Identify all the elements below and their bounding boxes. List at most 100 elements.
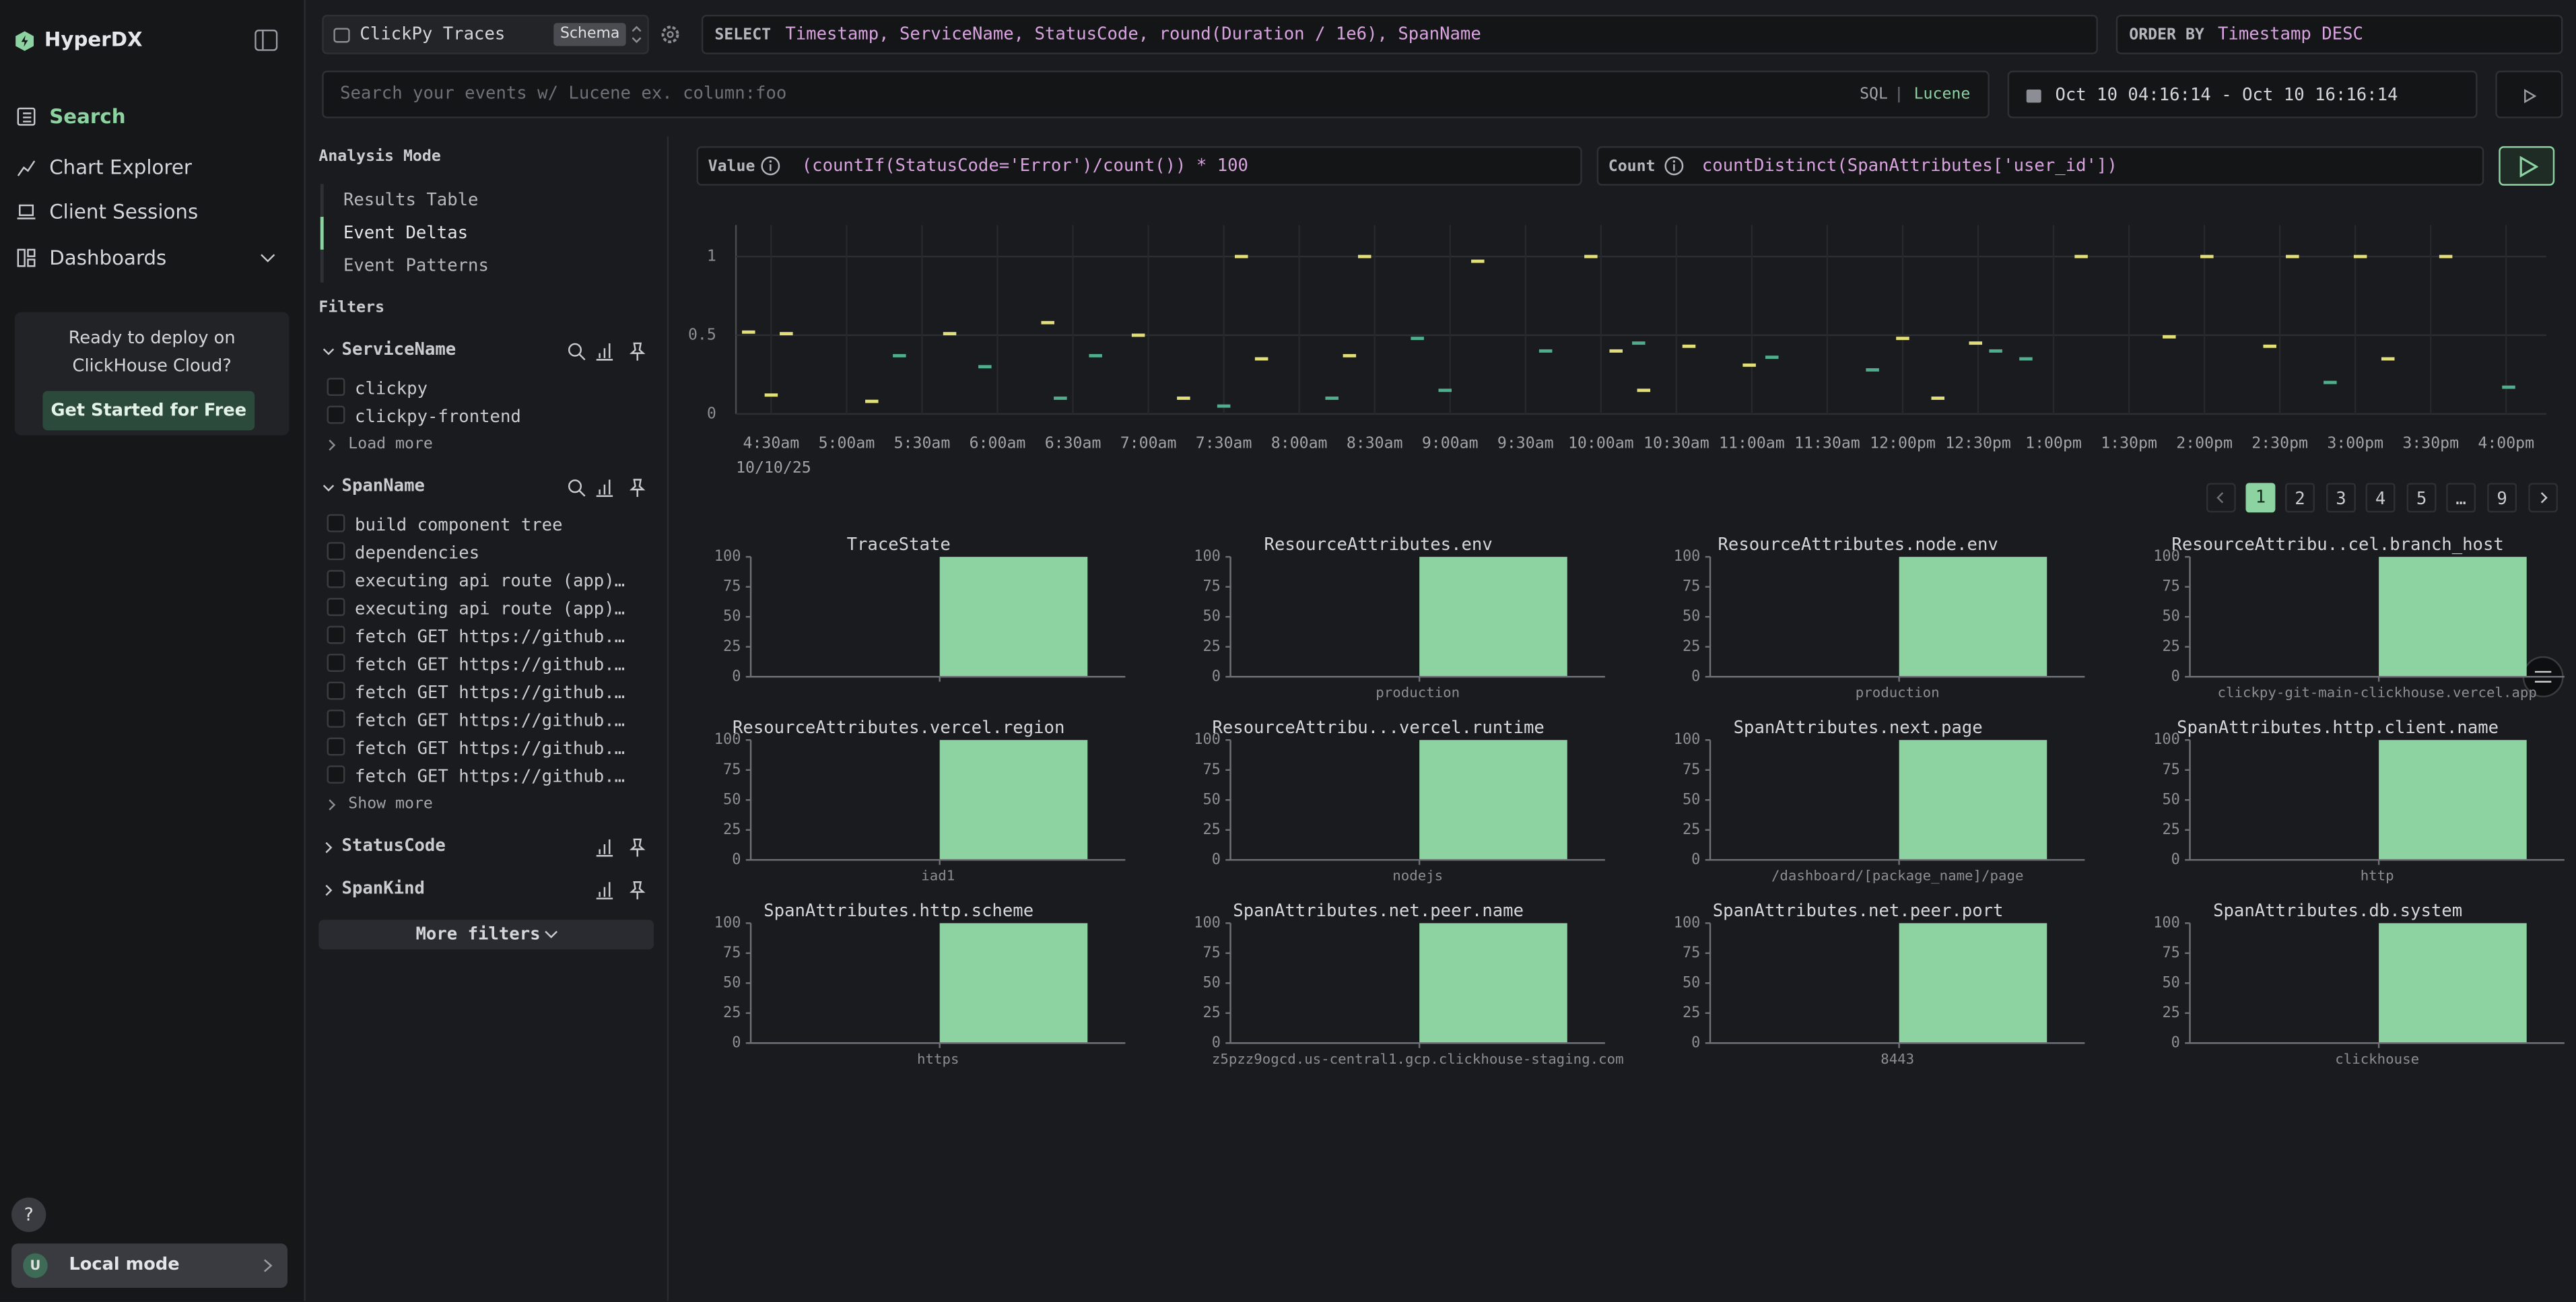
filter-value[interactable]: dependencies (355, 543, 480, 563)
value-input[interactable]: Value (countIf(StatusCode='Error')/count… (696, 146, 1582, 186)
more-filters-button[interactable]: More filters (318, 920, 654, 950)
filter-group-name[interactable]: SpanKind (341, 879, 425, 899)
filter-chart[interactable] (595, 837, 614, 857)
source-select[interactable]: ClickPy Traces Schema (322, 14, 649, 55)
filter-value[interactable]: executing api route (app)… (355, 599, 625, 619)
filter-value[interactable]: fetch GET https://github.… (355, 655, 625, 675)
analysis-mode[interactable]: Event Patterns (343, 256, 489, 276)
y-tick-label: 75 (2162, 945, 2179, 961)
run-deltas-button[interactable] (2499, 146, 2555, 186)
lucene-toggle[interactable]: Lucene (1913, 85, 1971, 104)
filter-value[interactable]: executing api route (app)… (355, 572, 625, 592)
page-button[interactable]: 4 (2365, 483, 2396, 513)
help-button[interactable]: ? (11, 1197, 46, 1232)
filter-chart[interactable] (595, 478, 614, 498)
filter-group-name[interactable]: ServiceName (341, 340, 456, 360)
order-input[interactable]: ORDER BY Timestamp DESC (2115, 14, 2563, 55)
promo-card: Ready to deploy on ClickHouse Cloud? Get… (14, 312, 290, 436)
checkbox[interactable] (327, 378, 345, 397)
checkbox[interactable] (327, 681, 345, 700)
bar (2379, 557, 2527, 677)
promo-line: ClickHouse Cloud? (72, 356, 232, 376)
chevron[interactable] (322, 884, 335, 897)
checkbox[interactable] (327, 737, 345, 756)
chevron[interactable] (322, 481, 335, 495)
filter-group-name[interactable]: SpanName (341, 476, 425, 496)
filter-pin[interactable] (628, 837, 647, 857)
schema-badge[interactable]: Schema (553, 23, 627, 46)
filter-search[interactable] (567, 342, 586, 362)
filter-value[interactable]: fetch GET https://github.… (355, 683, 625, 704)
filter-value[interactable]: clickpy-frontend (355, 407, 521, 427)
analysis-mode[interactable]: Results Table (343, 191, 479, 211)
filter-pin[interactable] (628, 342, 647, 362)
filter-search[interactable] (567, 478, 586, 498)
bar (1419, 740, 1567, 860)
nav-item[interactable]: Chart Explorer (49, 156, 192, 179)
checkbox[interactable] (327, 625, 345, 644)
nav-icon (17, 107, 36, 126)
filter-chart[interactable] (595, 342, 614, 362)
y-tick-label: 100 (2153, 548, 2180, 565)
y-tick-label: 0 (707, 404, 716, 422)
x-tick-label: 3:30pm (2402, 434, 2459, 452)
chevron[interactable] (322, 841, 335, 854)
filter-group-name[interactable]: StatusCode (341, 835, 446, 856)
filter-pin[interactable] (628, 478, 647, 498)
filter-value[interactable]: clickpy (355, 379, 428, 399)
chevron[interactable] (322, 345, 335, 358)
data-point (2353, 254, 2367, 259)
analysis-mode[interactable]: Event Deltas (343, 223, 469, 244)
data-point (2163, 335, 2176, 339)
checkbox[interactable] (327, 765, 345, 784)
filter-more[interactable]: Load more (348, 435, 433, 454)
sql-toggle[interactable]: SQL (1860, 85, 1888, 104)
checkbox[interactable] (327, 514, 345, 533)
page-button[interactable]: 3 (2326, 483, 2356, 513)
y-tick-label: 50 (2162, 974, 2179, 991)
next-page[interactable] (2528, 483, 2558, 513)
filter-value[interactable]: build component tree (355, 516, 563, 536)
select-input[interactable]: SELECT Timestamp, ServiceName, StatusCod… (701, 14, 2098, 55)
checkbox[interactable] (327, 598, 345, 616)
prev-page[interactable] (2206, 483, 2236, 513)
page-button[interactable]: 5 (2406, 483, 2437, 513)
search-input[interactable]: Search your events w/ Lucene ex. column:… (322, 70, 1990, 118)
filter-more[interactable]: Show more (348, 794, 433, 813)
nav-item[interactable]: Search (49, 105, 126, 129)
filter-value[interactable]: fetch GET https://github.… (355, 767, 625, 787)
checkbox[interactable] (327, 405, 345, 424)
collapse-button[interactable] (255, 29, 278, 51)
page-button[interactable]: 9 (2487, 483, 2517, 513)
filter-value[interactable]: fetch GET https://github.… (355, 627, 625, 648)
mode-switch[interactable]: U Local mode (11, 1243, 288, 1288)
page-button[interactable]: 2 (2285, 483, 2315, 513)
page-button[interactable]: 1 (2245, 483, 2276, 513)
x-tick-label: 1:00pm (2025, 434, 2082, 452)
count-input[interactable]: Count countDistinct(SpanAttributes['user… (1596, 146, 2484, 186)
y-tick-label: 75 (723, 945, 741, 961)
filter-chart[interactable] (595, 881, 614, 900)
x-tick-label: 3:00pm (2327, 434, 2383, 452)
checkbox[interactable] (327, 654, 345, 672)
filter-value[interactable]: fetch GET https://github.… (355, 711, 625, 731)
y-tick-label: 25 (723, 638, 741, 655)
time-range[interactable]: Oct 10 04:16:14 - Oct 10 16:16:14 (2007, 70, 2478, 118)
checkbox[interactable] (327, 542, 345, 561)
settings-button[interactable] (660, 25, 680, 44)
checkbox[interactable] (327, 570, 345, 588)
run-search-button[interactable] (2495, 70, 2563, 118)
promo-button[interactable]: Get Started for Free (42, 390, 255, 431)
filter-pin[interactable] (628, 881, 647, 900)
checkbox[interactable] (327, 710, 345, 728)
x-tick-label: 10:30am (1643, 434, 1709, 452)
analysis-title: Analysis Mode (318, 147, 441, 166)
nav-item[interactable]: Dashboards (49, 246, 167, 270)
nav-item[interactable]: Client Sessions (49, 200, 199, 224)
filter-value[interactable]: fetch GET https://github.… (355, 739, 625, 759)
data-point (1235, 254, 1248, 259)
x-tick-label: 5:30am (894, 434, 951, 452)
data-point (1217, 404, 1231, 408)
y-tick-label: 100 (1674, 548, 1701, 565)
page-button[interactable]: … (2446, 483, 2476, 513)
